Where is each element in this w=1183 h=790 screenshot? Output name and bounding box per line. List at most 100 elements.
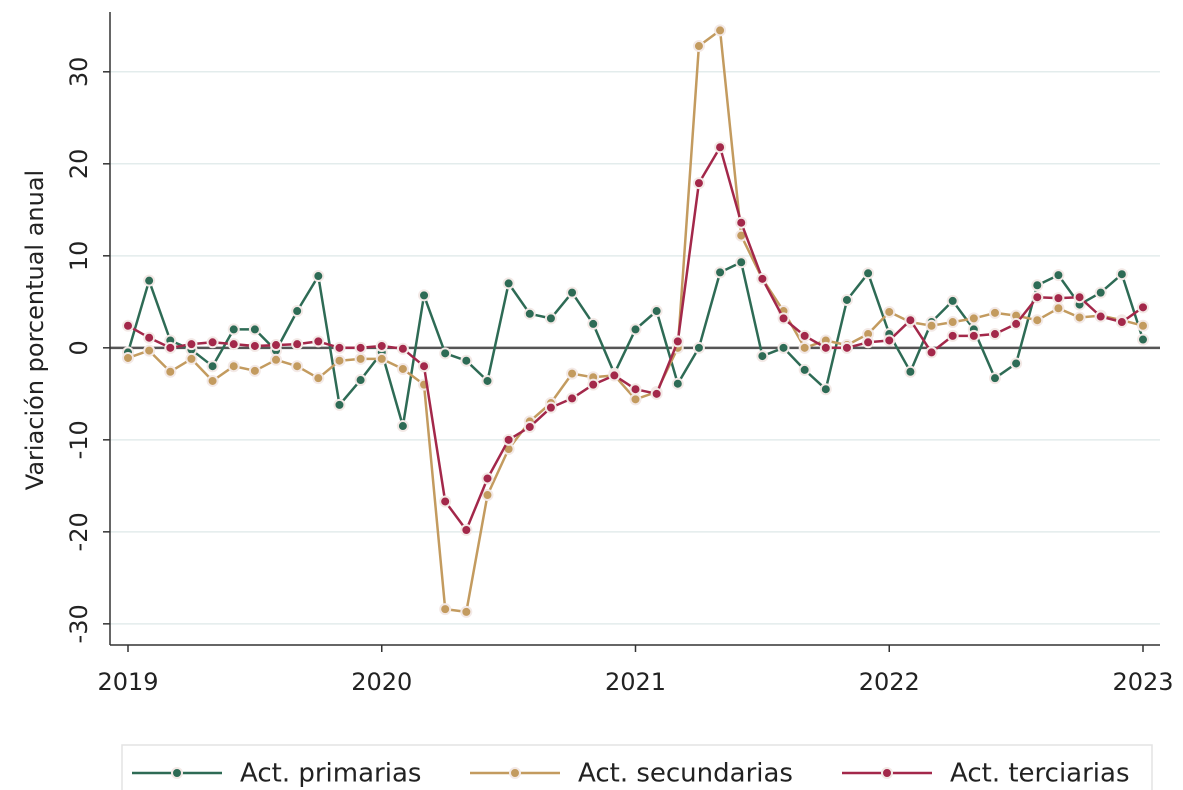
point bbox=[714, 141, 727, 154]
x-tick-label: 2019 bbox=[97, 668, 158, 696]
point bbox=[481, 472, 494, 485]
point bbox=[798, 341, 811, 354]
point bbox=[925, 346, 938, 359]
point bbox=[840, 341, 853, 354]
point bbox=[248, 323, 261, 336]
point bbox=[988, 328, 1001, 341]
point bbox=[777, 341, 790, 354]
legend-label: Act. primarias bbox=[240, 759, 421, 789]
point bbox=[756, 272, 769, 285]
point bbox=[312, 372, 325, 385]
point bbox=[396, 342, 409, 355]
point bbox=[143, 344, 156, 357]
point bbox=[566, 367, 579, 380]
point bbox=[291, 305, 304, 318]
point bbox=[1010, 357, 1023, 370]
point bbox=[566, 392, 579, 405]
point bbox=[396, 362, 409, 375]
point bbox=[270, 339, 283, 352]
point bbox=[1137, 301, 1149, 314]
x-tick-label: 2021 bbox=[605, 668, 666, 696]
point bbox=[587, 378, 600, 391]
point bbox=[988, 306, 1001, 319]
point bbox=[460, 354, 473, 367]
point bbox=[312, 270, 325, 283]
point bbox=[439, 495, 452, 508]
point bbox=[862, 336, 875, 349]
point bbox=[692, 177, 705, 190]
point bbox=[312, 335, 325, 348]
point bbox=[840, 293, 853, 306]
point bbox=[523, 420, 536, 433]
point bbox=[418, 360, 431, 373]
x-tick-label: 2020 bbox=[351, 668, 412, 696]
point bbox=[692, 40, 705, 53]
point bbox=[481, 489, 494, 502]
point bbox=[735, 216, 748, 229]
point bbox=[629, 393, 642, 406]
point bbox=[862, 267, 875, 280]
y-tick-label: 30 bbox=[65, 57, 93, 88]
point bbox=[502, 277, 515, 290]
point bbox=[650, 305, 663, 318]
point bbox=[777, 312, 790, 325]
point bbox=[1031, 291, 1044, 304]
point bbox=[122, 351, 134, 364]
point bbox=[439, 603, 452, 616]
legend-label: Act. secundarias bbox=[578, 759, 793, 789]
point bbox=[714, 266, 727, 279]
point bbox=[122, 319, 134, 332]
point bbox=[1137, 319, 1149, 332]
point bbox=[819, 383, 832, 396]
point bbox=[544, 312, 557, 325]
legend-label: Act. terciarias bbox=[950, 759, 1130, 789]
point bbox=[227, 323, 240, 336]
point bbox=[333, 354, 346, 367]
point bbox=[1094, 286, 1107, 299]
y-tick-label: 0 bbox=[65, 340, 93, 355]
point bbox=[1031, 279, 1044, 292]
point bbox=[185, 352, 198, 365]
y-tick-label: 10 bbox=[65, 241, 93, 272]
point bbox=[206, 360, 219, 373]
point bbox=[756, 350, 769, 363]
point bbox=[735, 256, 748, 269]
point bbox=[608, 369, 621, 382]
y-tick-label: -10 bbox=[65, 420, 93, 459]
point bbox=[354, 341, 367, 354]
point bbox=[544, 401, 557, 414]
point bbox=[904, 365, 917, 378]
point bbox=[1031, 314, 1044, 327]
legend-marker bbox=[509, 767, 521, 779]
point bbox=[143, 274, 156, 287]
point bbox=[375, 339, 388, 352]
point bbox=[1094, 310, 1107, 323]
point bbox=[587, 317, 600, 330]
point bbox=[270, 353, 283, 366]
point bbox=[925, 319, 938, 332]
point bbox=[460, 523, 473, 536]
point bbox=[1010, 317, 1023, 330]
y-tick-label: -30 bbox=[65, 604, 93, 643]
point bbox=[798, 363, 811, 376]
point bbox=[143, 331, 156, 344]
point bbox=[502, 433, 515, 446]
point bbox=[1115, 316, 1128, 329]
point bbox=[333, 398, 346, 411]
point bbox=[248, 364, 261, 377]
point bbox=[1115, 268, 1128, 281]
point bbox=[460, 605, 473, 618]
point bbox=[164, 341, 177, 354]
point bbox=[354, 374, 367, 387]
point bbox=[291, 338, 304, 351]
point bbox=[1073, 291, 1086, 304]
series-line bbox=[127, 145, 1144, 532]
x-tick-label: 2023 bbox=[1112, 668, 1173, 696]
point bbox=[671, 335, 684, 348]
point bbox=[185, 338, 198, 351]
point bbox=[206, 336, 219, 349]
point bbox=[523, 307, 536, 320]
point bbox=[671, 377, 684, 390]
point bbox=[629, 323, 642, 336]
point bbox=[692, 341, 705, 354]
